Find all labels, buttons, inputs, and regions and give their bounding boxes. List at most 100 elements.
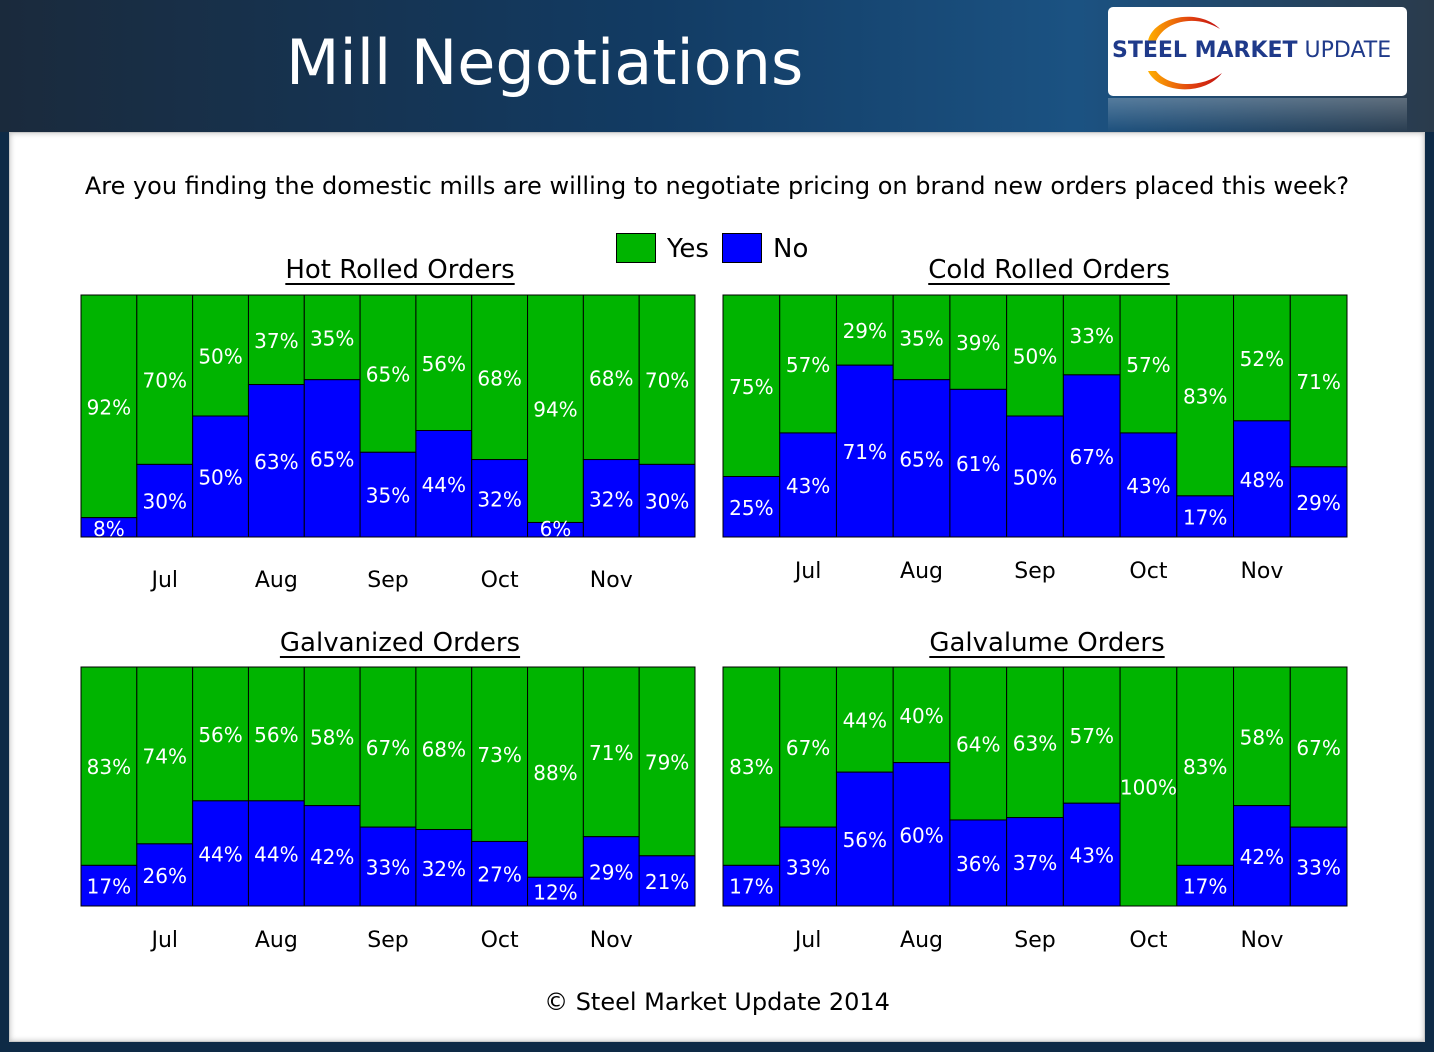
galvalume-chart: 83% 17% 67% 33% 44% 56% 40% 60% 64% 36% 63% 37% 57% 4… bbox=[722, 666, 1348, 953]
hot-rolled-orders-no-label-9: 32% bbox=[589, 487, 633, 511]
galvalume-orders-no-label-5: 37% bbox=[1013, 851, 1057, 875]
galvanized-orders-no-label-6: 32% bbox=[422, 857, 466, 881]
galvalume-orders-no-bar-2 bbox=[835, 771, 894, 907]
cold-rolled-orders-yes-bar-8 bbox=[1176, 294, 1235, 497]
cold-rolled-orders-yes-label-0: 75% bbox=[729, 375, 773, 399]
hot-rolled-orders-no-bar-9 bbox=[582, 459, 640, 538]
hot-rolled-orders-no-label-3: 63% bbox=[254, 450, 298, 474]
galvanized-orders-month-label-sep: Sep bbox=[367, 928, 408, 953]
cold-rolled-orders-no-label-0: 25% bbox=[729, 496, 773, 520]
galvanized-orders-no-bar-2 bbox=[192, 800, 249, 907]
cold-rolled-orders-no-label-6: 67% bbox=[1070, 445, 1114, 469]
cold-rolled-orders-no-bar-3 bbox=[892, 379, 951, 538]
galvanized-orders-yes-bar-4 bbox=[303, 666, 361, 807]
galvanized-orders-no-label-3: 44% bbox=[254, 842, 298, 866]
cold-rolled-orders-yes-bar-9 bbox=[1233, 294, 1291, 422]
hot-rolled-orders-no-label-1: 30% bbox=[143, 490, 187, 514]
galvalume-orders-yes-label-2: 44% bbox=[843, 709, 887, 733]
cold-rolled-orders-yes-bar-10 bbox=[1289, 294, 1348, 468]
cold-rolled-orders-yes-label-9: 52% bbox=[1240, 347, 1284, 371]
galvalume-orders-yes-label-3: 40% bbox=[899, 704, 943, 728]
cold-rolled-orders-yes-label-4: 39% bbox=[956, 331, 1000, 355]
galvanized-orders-yes-bar-10 bbox=[638, 666, 696, 857]
cold-rolled-orders-no-bar-9 bbox=[1233, 420, 1291, 538]
hot-rolled-orders-no-bar-5 bbox=[359, 451, 417, 538]
galvalume-orders-yes-bar-7 bbox=[1119, 666, 1178, 907]
hot-rolled-orders-yes-bar-2 bbox=[192, 294, 249, 417]
galvalume-orders-yes-label-6: 57% bbox=[1070, 724, 1114, 748]
galvanized-orders-no-label-7: 27% bbox=[477, 863, 521, 887]
cold-rolled-orders-no-bar-1 bbox=[779, 432, 837, 538]
chart-title-galvalume: Galvalume Orders bbox=[929, 628, 1165, 658]
hot-rolled-orders-yes-label-8: 94% bbox=[533, 398, 577, 422]
cold-rolled-orders-yes-bar-7 bbox=[1119, 294, 1178, 434]
galvanized-orders-no-label-8: 12% bbox=[533, 881, 577, 905]
galvanized-orders-yes-bar-2 bbox=[192, 666, 249, 802]
cold-rolled-orders-no-label-5: 50% bbox=[1013, 466, 1057, 490]
galvanized-orders-month-label-nov: Nov bbox=[590, 928, 633, 953]
cold-rolled-orders-no-bar-7 bbox=[1119, 432, 1178, 538]
cold-rolled-orders-yes-label-5: 50% bbox=[1013, 345, 1057, 369]
galvanized-orders-yes-bar-5 bbox=[359, 666, 417, 828]
galvanized-orders-no-bar-3 bbox=[247, 800, 305, 907]
page-title: Mill Negotiations bbox=[286, 26, 804, 99]
cold-rolled-orders-no-label-9: 48% bbox=[1240, 468, 1284, 492]
galvalume-orders-month-label-aug: Aug bbox=[900, 928, 943, 953]
galvalume-orders-yes-bar-0 bbox=[722, 666, 781, 866]
galvalume-orders-yes-label-4: 64% bbox=[956, 732, 1000, 756]
hot-rolled-orders-no-label-10: 30% bbox=[645, 490, 689, 514]
galvalume-orders-no-bar-9 bbox=[1233, 805, 1291, 907]
galvalume-orders-yes-label-8: 83% bbox=[1183, 755, 1227, 779]
galvanized-orders-no-label-2: 44% bbox=[198, 842, 242, 866]
logo-text: STEEL MARKET UPDATE bbox=[1112, 38, 1392, 63]
hot-rolled-orders-yes-bar-6 bbox=[415, 294, 473, 432]
hot-rolled-orders-month-label-oct: Oct bbox=[481, 568, 519, 593]
galvanized-orders-no-bar-5 bbox=[359, 826, 417, 907]
cold-rolled-orders-no-bar-2 bbox=[835, 364, 894, 538]
galvanized-orders-no-label-5: 33% bbox=[366, 856, 410, 880]
galvalume-orders-month-label-nov: Nov bbox=[1240, 928, 1283, 953]
galvanized-orders-no-label-9: 29% bbox=[589, 860, 633, 884]
galvalume-orders-yes-bar-3 bbox=[892, 666, 951, 764]
hot-rolled-orders-month-label-sep: Sep bbox=[367, 568, 408, 593]
galvanized-orders-no-bar-0 bbox=[80, 864, 138, 907]
steel-market-update-logo: STEEL MARKET UPDATE bbox=[1108, 7, 1407, 96]
galvanized-orders-yes-label-7: 73% bbox=[477, 743, 521, 767]
hot-rolled-orders-yes-label-9: 68% bbox=[589, 366, 633, 390]
cold-rolled-orders-no-label-8: 17% bbox=[1183, 505, 1227, 529]
hot-rolled-orders-yes-label-7: 68% bbox=[477, 366, 521, 390]
galvanized-orders-yes-label-4: 58% bbox=[310, 725, 354, 749]
cold-rolled-orders-no-bar-0 bbox=[722, 476, 781, 538]
galvanized-orders-yes-bar-1 bbox=[136, 666, 194, 845]
hot-rolled-orders-yes-bar-1 bbox=[136, 294, 194, 465]
hot-rolled-orders-no-bar-7 bbox=[471, 459, 529, 538]
cold-rolled-orders-no-bar-8 bbox=[1176, 495, 1235, 538]
hot-rolled-orders-no-bar-1 bbox=[136, 463, 194, 538]
hot-rolled-orders-no-bar-6 bbox=[415, 430, 473, 538]
hot-rolled-orders-yes-label-3: 37% bbox=[254, 329, 298, 353]
galvanized-orders-no-bar-4 bbox=[303, 805, 361, 907]
logo-swoosh-icon bbox=[1148, 16, 1222, 90]
cold-rolled-orders-no-bar-6 bbox=[1062, 374, 1121, 538]
galvanized-orders-no-bar-1 bbox=[136, 843, 194, 907]
galvalume-orders-yes-label-9: 58% bbox=[1240, 725, 1284, 749]
hot-rolled-orders-no-label-8: 6% bbox=[540, 517, 572, 541]
galvalume-orders-yes-bar-10 bbox=[1289, 666, 1348, 828]
galvalume-orders-no-bar-6 bbox=[1062, 802, 1121, 907]
galvalume-orders-no-label-10: 33% bbox=[1296, 856, 1340, 880]
hot-rolled-orders-yes-label-10: 70% bbox=[645, 369, 689, 393]
copyright-footer: © Steel Market Update 2014 bbox=[544, 988, 890, 1016]
cold-rolled-orders-yes-label-1: 57% bbox=[786, 353, 830, 377]
hot-rolled-orders-yes-bar-9 bbox=[582, 294, 640, 461]
cold-rolled-orders-no-label-3: 65% bbox=[899, 447, 943, 471]
hot-rolled-orders-no-label-6: 44% bbox=[422, 473, 466, 497]
cold-rolled-orders-yes-bar-3 bbox=[892, 294, 951, 381]
cold-rolled-orders-no-bar-5 bbox=[1006, 415, 1064, 538]
hot-rolled-orders-no-bar-10 bbox=[638, 463, 696, 538]
hot-rolled-chart: 92% 8% 70% 30% 50% 50% 37% 63% 35% 65% 65% 35% 56% 44… bbox=[80, 294, 696, 593]
galvalume-orders-yes-label-5: 63% bbox=[1013, 731, 1057, 755]
galvanized-orders-yes-label-10: 79% bbox=[645, 750, 689, 774]
galvanized-orders-yes-label-8: 88% bbox=[533, 761, 577, 785]
galvalume-orders-no-bar-10 bbox=[1289, 826, 1348, 907]
cold-rolled-orders-no-label-4: 61% bbox=[956, 452, 1000, 476]
